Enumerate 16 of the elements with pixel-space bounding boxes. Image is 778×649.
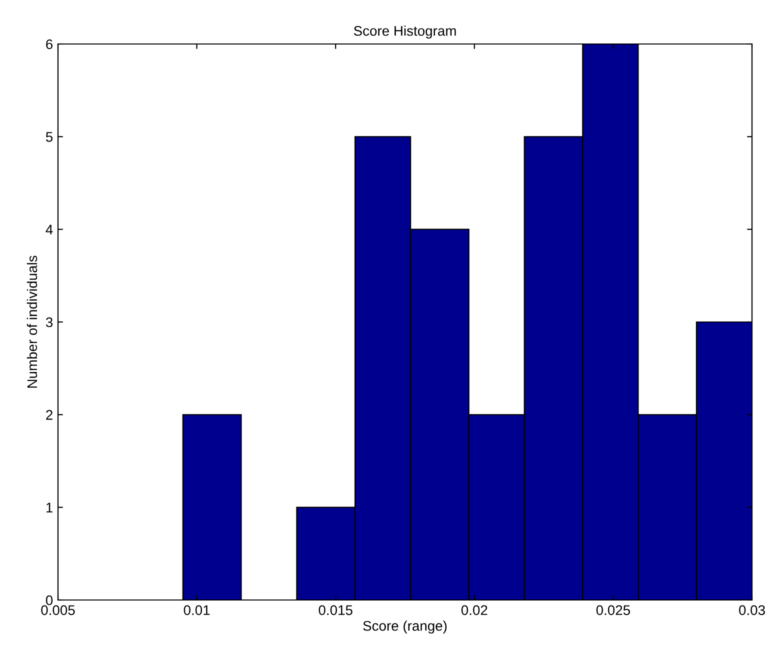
x-tick-label: 0.02 bbox=[461, 605, 488, 616]
y-tick-label: 2 bbox=[46, 410, 52, 420]
y-tick-label: 6 bbox=[46, 39, 53, 50]
x-tick-label: 0.015 bbox=[318, 605, 352, 616]
y-axis-title: Number of individuals bbox=[26, 256, 38, 388]
y-tick-label: 5 bbox=[46, 132, 53, 142]
y-tick-label: 1 bbox=[46, 502, 52, 512]
y-tick-label: 3 bbox=[46, 317, 53, 328]
x-axis-title: Score (range) bbox=[363, 620, 447, 634]
x-tick-label: 0.03 bbox=[739, 605, 765, 616]
y-tick-label: 4 bbox=[46, 224, 53, 234]
y-tick-label: 0 bbox=[46, 595, 53, 606]
x-tick-label: 0.005 bbox=[41, 605, 75, 616]
x-tick-label: 0.025 bbox=[596, 605, 630, 616]
x-tick-label: 0.01 bbox=[184, 605, 210, 616]
chart-title: Score Histogram bbox=[354, 26, 456, 39]
